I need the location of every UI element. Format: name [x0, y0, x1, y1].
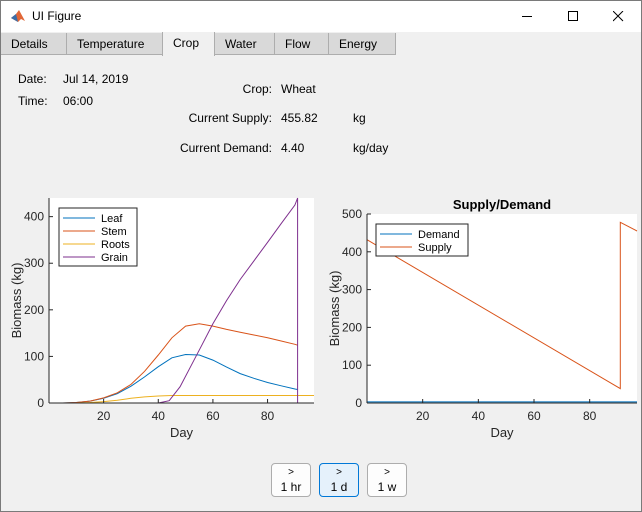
tab-flow-label: Flow: [285, 37, 311, 51]
window-title: UI Figure: [32, 9, 82, 23]
y-tick-label: 200: [24, 303, 44, 317]
tab-temperature[interactable]: Temperature: [67, 33, 163, 55]
y-tick-label: 400: [24, 210, 44, 224]
legend-box: [58, 207, 138, 267]
minimize-icon: [522, 16, 532, 17]
date-label: Date:: [18, 72, 47, 86]
step-1-day-button[interactable]: > 1 d: [319, 463, 359, 497]
y-tick-label: 300: [342, 283, 362, 297]
tab-temperature-label: Temperature: [77, 37, 145, 51]
current-demand-label: Current Demand:: [179, 141, 272, 155]
tab-water[interactable]: Water: [215, 33, 275, 55]
legend-entry-leaf: Leaf: [101, 213, 123, 225]
step-1-week-button[interactable]: > 1 w: [367, 463, 407, 497]
legend-entry-demand: Demand: [418, 229, 460, 241]
crop-label: Crop:: [242, 82, 272, 96]
step-1-hour-arrow: >: [288, 467, 294, 478]
legend-entry-supply: Supply: [418, 242, 452, 254]
legend-entry-grain: Grain: [101, 252, 128, 264]
crop-panel: Date: Jul 14, 2019 Time: 06:00 Crop: Whe…: [1, 56, 641, 511]
x-tick-label: 40: [152, 409, 166, 423]
series-line-roots: [62, 395, 314, 404]
x-tick-label: 80: [261, 409, 275, 423]
x-tick-label: 40: [472, 409, 486, 423]
tab-bar: Details Temperature Crop Water Flow Ener…: [1, 32, 641, 56]
current-demand-unit: kg/day: [353, 141, 389, 155]
y-tick-label: 200: [342, 320, 362, 334]
tab-crop[interactable]: Crop: [162, 32, 215, 56]
y-axis-label: Biomass (kg): [327, 271, 342, 347]
current-supply-value: 455.82: [281, 111, 318, 125]
current-supply-unit: kg: [353, 111, 366, 125]
time-value: 06:00: [63, 94, 94, 108]
tab-energy-label: Energy: [339, 37, 378, 51]
tab-details[interactable]: Details: [1, 33, 67, 55]
tab-details-label: Details: [11, 37, 48, 51]
y-axis-label: Biomass (kg): [9, 263, 24, 339]
time-label: Time:: [18, 94, 48, 108]
y-tick-label: 500: [342, 207, 362, 221]
x-axis-label: Day: [170, 425, 194, 440]
tab-crop-label: Crop: [173, 36, 200, 50]
legend-entry-stem: Stem: [101, 226, 127, 238]
current-supply-label: Current Supply:: [188, 111, 272, 125]
tab-flow[interactable]: Flow: [275, 33, 329, 55]
x-axis-label: Day: [490, 425, 514, 440]
chart-title: Supply/Demand: [453, 197, 551, 212]
current-demand-value: 4.40: [281, 141, 305, 155]
y-tick-label: 0: [355, 396, 362, 410]
crop-value: Wheat: [281, 82, 316, 96]
biomass-chart[interactable]: 0 100 200 300 400 20 40 60 80 Day Biomass (kg) Leaf…: [1, 194, 321, 444]
y-tick-label: 300: [24, 256, 44, 270]
step-1-hour-button[interactable]: > 1 hr: [271, 463, 311, 497]
series-line-supply: [366, 221, 638, 390]
legend-box: [375, 223, 469, 257]
x-tick-label: 20: [97, 409, 111, 423]
step-1-week-arrow: >: [384, 467, 390, 478]
series-line-stem: [62, 323, 298, 404]
y-tick-label: 400: [342, 245, 362, 259]
maximize-icon: [568, 11, 578, 21]
y-tick-label: 0: [37, 396, 44, 410]
close-button[interactable]: [595, 1, 641, 32]
close-icon: [613, 11, 624, 22]
matlab-icon: [11, 10, 25, 22]
step-1-day-arrow: >: [336, 467, 342, 478]
x-tick-label: 60: [206, 409, 220, 423]
tab-water-label: Water: [225, 37, 257, 51]
tab-energy[interactable]: Energy: [329, 33, 396, 55]
minimize-button[interactable]: [504, 1, 550, 32]
step-1-hour-label: 1 hr: [280, 480, 302, 494]
step-1-week-label: 1 w: [377, 480, 397, 494]
series-line-grain: [62, 197, 299, 404]
date-value: Jul 14, 2019: [63, 72, 129, 86]
supply-demand-chart[interactable]: 0 100 200 300 400 500 20 40 60 80 Day Biomass (kg) S…: [319, 194, 641, 444]
maximize-button[interactable]: [550, 1, 596, 32]
y-tick-label: 100: [24, 349, 44, 363]
x-tick-label: 80: [583, 409, 597, 423]
x-tick-label: 20: [416, 409, 430, 423]
y-tick-label: 100: [342, 358, 362, 372]
title-bar[interactable]: UI Figure: [1, 1, 641, 32]
legend-entry-roots: Roots: [101, 239, 130, 251]
x-tick-label: 60: [527, 409, 541, 423]
step-1-day-label: 1 d: [330, 480, 348, 494]
